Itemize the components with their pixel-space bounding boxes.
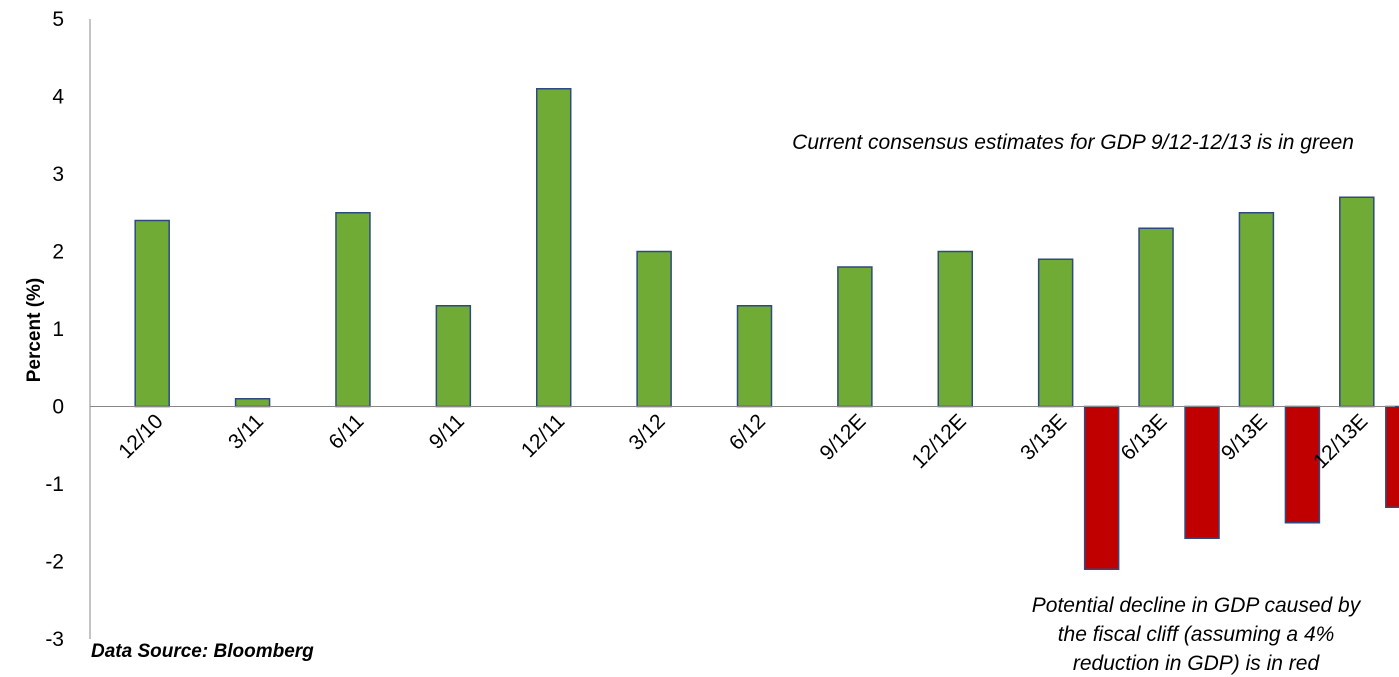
green-bar-3-13E <box>1037 258 1074 408</box>
x-tick-label: 12/10 <box>114 410 167 463</box>
x-tick-label: 12/11 <box>517 410 569 462</box>
bars-layer <box>134 88 1399 570</box>
x-tick-label: 9/12E <box>815 410 870 465</box>
x-tick-labels: 12/10 3/11 6/11 9/11 12/11 3/12 6/12 9/12E 12/12… <box>114 410 1372 473</box>
red-bar-12-13E <box>1385 405 1399 508</box>
y-tick-label: -3 <box>45 628 64 651</box>
x-tick-label: 6/12 <box>725 410 770 455</box>
green-bar-9-11 <box>435 305 472 408</box>
y-tick-label: -2 <box>45 551 64 574</box>
x-tick-label: 3/12 <box>624 410 669 455</box>
x-tick-label: 6/11 <box>324 410 368 454</box>
green-bar-3-11 <box>234 398 271 408</box>
green-bar-12-10 <box>134 219 170 408</box>
red-bar-6-13E <box>1184 405 1220 539</box>
y-tick-label: 3 <box>52 163 64 186</box>
green-bar-12-11 <box>535 88 572 408</box>
green-bar-9-13E <box>1238 212 1275 408</box>
y-tick-label: 2 <box>52 241 64 264</box>
x-tick-label: 12/12E <box>907 410 970 473</box>
green-bar-12-13E <box>1339 196 1375 408</box>
x-tick-label: 3/11 <box>224 410 268 454</box>
green-bar-9-12E <box>837 266 873 408</box>
green-annotation: Current consensus estimates for GDP 9/12… <box>792 131 1354 154</box>
green-bar-6-13E <box>1138 227 1174 408</box>
y-tick-label: 5 <box>52 8 64 31</box>
x-tick-label: 6/13E <box>1116 410 1171 465</box>
y-tick-label: -1 <box>45 473 64 496</box>
y-tick-label: 4 <box>52 86 64 109</box>
green-bar-6-12 <box>736 305 773 408</box>
red-bar-3-13E <box>1083 405 1120 570</box>
red-bar-9-13E <box>1284 405 1321 524</box>
data-source-label: Data Source: Bloomberg <box>91 641 314 662</box>
green-bar-12-12E <box>937 250 974 408</box>
x-tick-label: 9/11 <box>425 410 469 454</box>
red-annotation-line-1: Potential decline in GDP caused by <box>1032 594 1362 617</box>
red-annotation-line-2: the fiscal cliff (assuming a 4% <box>1058 623 1335 646</box>
y-tick-label: 0 <box>52 396 64 419</box>
y-tick-labels: -3 -2 -1 0 1 2 3 4 5 <box>45 8 64 651</box>
green-bar-6-11 <box>335 212 371 408</box>
x-tick-label: 9/13E <box>1217 410 1272 465</box>
red-annotation-line-3: reduction in GDP) is in red <box>1073 652 1321 675</box>
y-tick-label: 1 <box>52 318 64 341</box>
y-axis-label: Percent (%) <box>24 278 45 383</box>
x-tick-label: 3/13E <box>1016 410 1071 465</box>
green-bar-3-12 <box>636 250 672 408</box>
